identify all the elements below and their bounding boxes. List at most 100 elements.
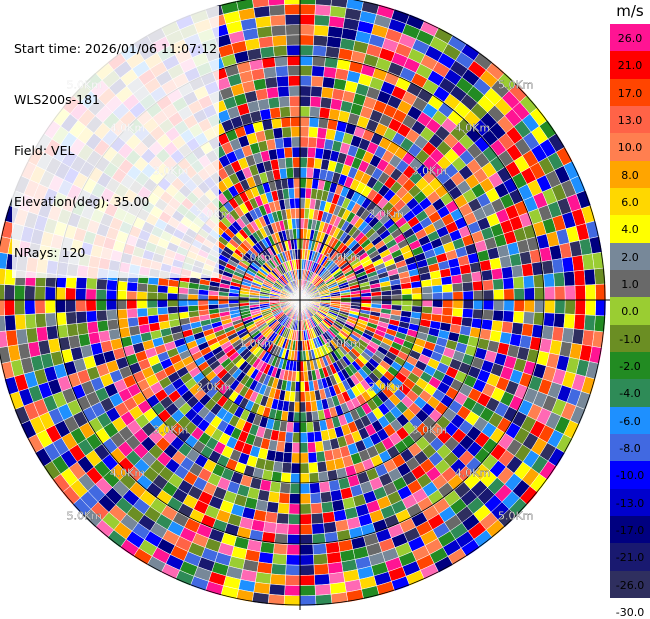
velocity-cell [541, 325, 554, 341]
velocity-cell [269, 14, 286, 27]
velocity-cell [421, 292, 433, 301]
velocity-cell [116, 308, 128, 320]
range-label: 3.0Km [412, 423, 447, 436]
velocity-cell [321, 501, 334, 514]
velocity-cell [299, 432, 308, 444]
velocity-cell [105, 299, 117, 311]
velocity-cell [281, 126, 292, 138]
velocity-cell [299, 85, 312, 97]
velocity-cell [167, 312, 180, 321]
velocity-cell [320, 491, 333, 504]
velocity-cell [320, 96, 333, 109]
velocity-cell [281, 462, 292, 474]
velocity-cell [573, 314, 586, 331]
velocity-cell [313, 553, 328, 566]
velocity-cell [493, 299, 505, 311]
velocity-cell [278, 96, 291, 108]
range-label: 5.0Km [67, 510, 102, 523]
scan-info-panel: Start time: 2026/01/06 11:07:12 WLS200s-… [12, 6, 220, 278]
velocity-cell [483, 289, 495, 301]
range-label: 4.0Km [455, 122, 490, 135]
colorbar-tick-label: 13.0 [617, 114, 643, 127]
velocity-cell [278, 492, 291, 504]
velocity-cell [256, 561, 273, 575]
velocity-cell [462, 281, 474, 292]
velocity-cell [442, 299, 454, 309]
velocity-cell [291, 136, 301, 148]
velocity-cell [279, 106, 291, 118]
velocity-cell [316, 460, 328, 473]
velocity-cell [472, 308, 484, 320]
colorbar-tick-label: -10.0 [615, 469, 645, 483]
velocity-cell [275, 522, 289, 535]
velocity-cell [511, 264, 524, 278]
velocity-cell [268, 4, 286, 17]
velocity-cell [326, 551, 342, 564]
velocity-cell [441, 307, 454, 317]
velocity-cell [299, 65, 313, 77]
velocity-cell [561, 327, 575, 344]
velocity-cell [440, 275, 453, 286]
velocity-cell [294, 381, 301, 393]
velocity-cell [328, 15, 345, 29]
velocity-cell [391, 299, 403, 306]
colorbar-tick-label: 26.0 [617, 32, 643, 45]
velocity-cell [521, 263, 534, 277]
velocity-cell [293, 411, 301, 423]
velocity-cell [295, 218, 301, 229]
velocity-cell [534, 286, 546, 301]
velocity-cell [288, 75, 301, 87]
velocity-cell [564, 299, 576, 315]
velocity-cell [326, 36, 342, 49]
velocity-cell [157, 306, 169, 316]
velocity-cell [299, 54, 314, 66]
velocity-cell [288, 503, 301, 515]
velocity-cell [299, 564, 315, 576]
velocity-cell [146, 283, 159, 293]
velocity-cell [299, 442, 309, 454]
range-label: 2.0Km [196, 380, 231, 393]
velocity-cell [371, 295, 382, 301]
velocity-cell [167, 299, 179, 308]
velocity-cell [442, 291, 454, 301]
velocity-cell [284, 431, 294, 443]
velocity-cell [256, 25, 273, 39]
colorbar-tick-label: 2.0 [621, 250, 639, 264]
velocity-cell [290, 116, 301, 128]
velocity-cell [289, 493, 301, 505]
colorbar-tick-label: 8.0 [621, 168, 639, 182]
velocity-cell [502, 310, 515, 323]
velocity-cell [285, 167, 294, 179]
velocity-cell [287, 65, 301, 77]
velocity-cell [293, 177, 301, 189]
colorbar-tick-label: -13.0 [615, 496, 645, 510]
velocity-cell [146, 307, 159, 317]
velocity-cell [299, 462, 310, 474]
velocity-cell [583, 314, 596, 332]
velocity-cell [291, 146, 301, 158]
velocity-cell [501, 266, 514, 279]
range-label: 5.0Km [498, 78, 533, 91]
velocity-cell [286, 177, 295, 189]
velocity-cell [284, 14, 301, 26]
velocity-cell [126, 281, 138, 292]
velocity-cell [574, 284, 586, 301]
velocity-cell [299, 177, 307, 189]
velocity-cell [34, 299, 46, 315]
velocity-cell [116, 290, 128, 301]
velocity-cell [430, 277, 443, 287]
velocity-cell [3, 299, 16, 316]
range-label: 3.0Km [153, 423, 188, 436]
velocity-cell [299, 44, 314, 56]
velocity-cell [522, 275, 535, 289]
velocity-cell [108, 328, 121, 341]
velocity-cell [290, 462, 301, 474]
velocity-cell [308, 472, 320, 484]
velocity-cell [305, 401, 312, 413]
velocity-cell [136, 299, 148, 309]
velocity-cell [65, 299, 77, 313]
velocity-cell [322, 76, 336, 89]
velocity-cell [501, 321, 514, 334]
velocity-cell [310, 512, 324, 525]
colorbar-tick-label: -6.0 [619, 414, 641, 428]
